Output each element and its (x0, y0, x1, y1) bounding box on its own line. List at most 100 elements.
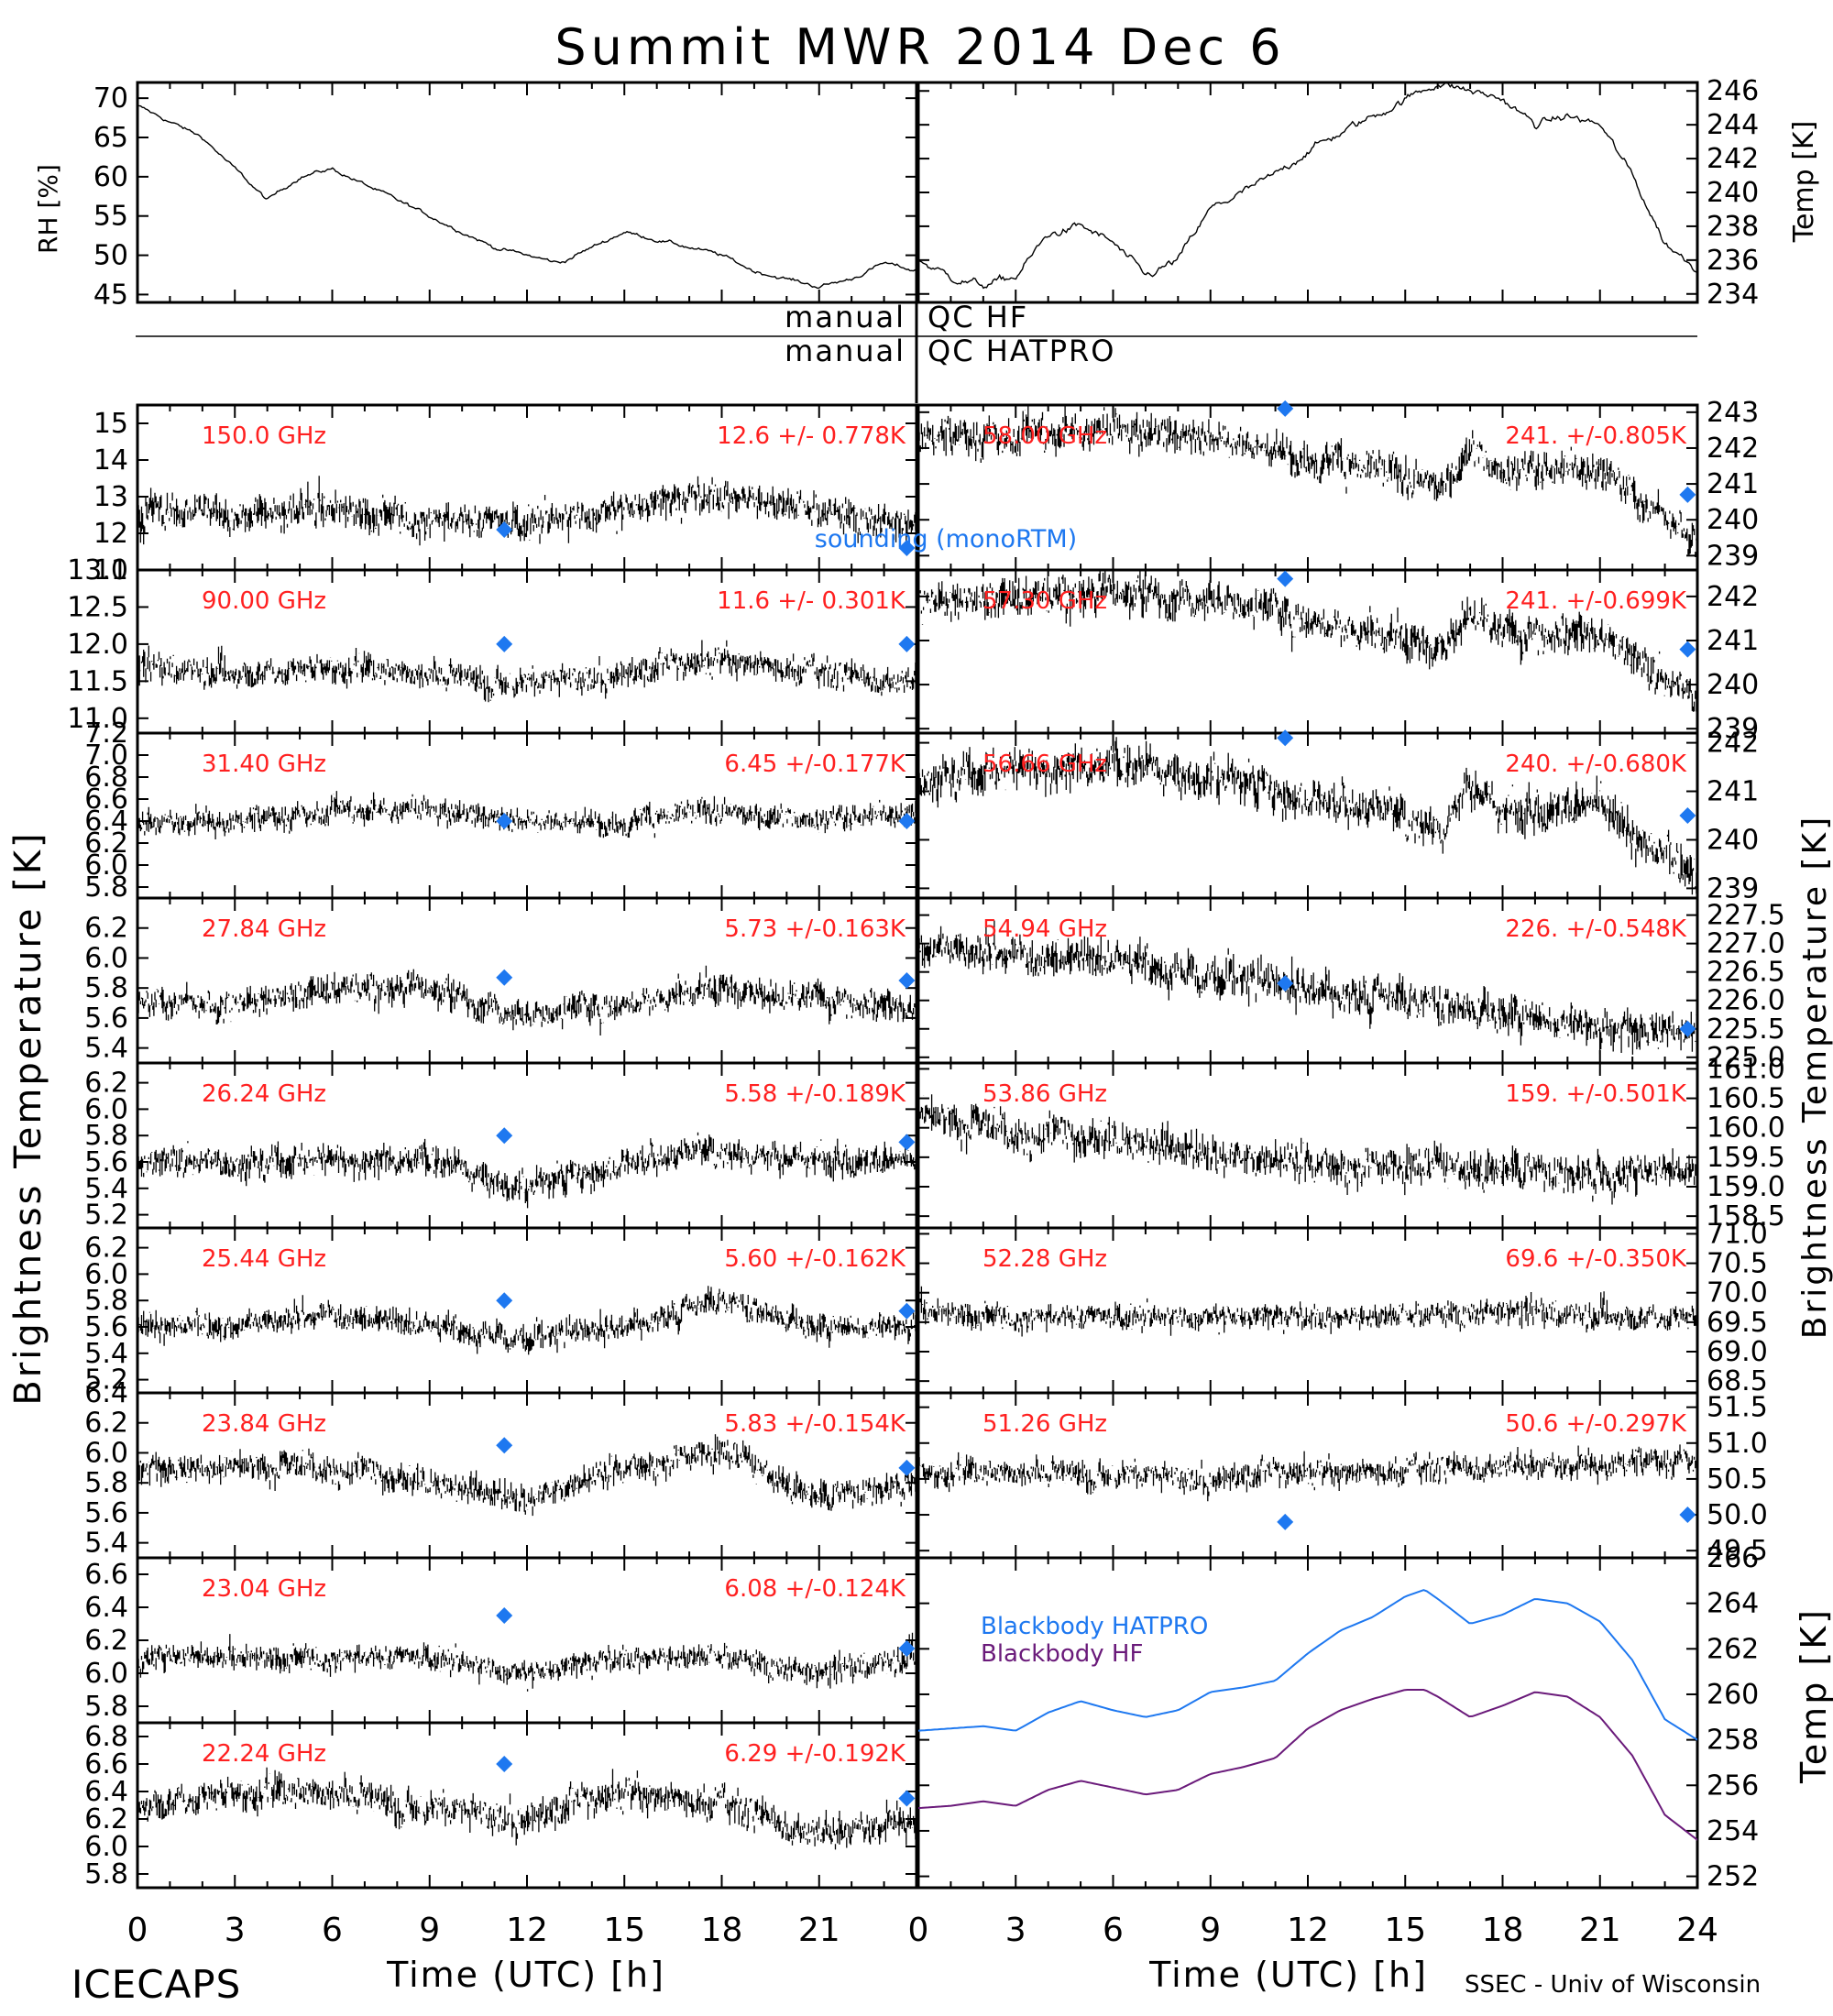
panels: 4550556065702342362382402422442461112131… (67, 75, 1785, 1892)
x-tick-label: 12 (1287, 1912, 1329, 1949)
series-tb23_8 (137, 1434, 916, 1517)
data-points (918, 920, 1697, 1055)
line-rh (137, 104, 916, 290)
x-tick-label: 6 (1103, 1912, 1124, 1949)
y-tick-label: 5.6 (84, 1146, 128, 1178)
y-tick-label: 70.5 (1707, 1248, 1768, 1280)
x-tick-label: 15 (1384, 1912, 1426, 1949)
x-tick-label: 0 (127, 1912, 148, 1949)
channel-stat: 5.73 +/-0.163K (724, 915, 906, 943)
sounding-marker (1277, 1513, 1294, 1530)
channel-stat: 159. +/-0.501K (1505, 1080, 1687, 1108)
y-tick-label: 242 (1707, 581, 1759, 613)
y-tick-label: 241 (1707, 468, 1759, 500)
channel-label: 58.00 GHz (982, 422, 1107, 450)
y-tick-label: 68.5 (1707, 1365, 1768, 1397)
sounding-marker (1277, 729, 1294, 747)
rh-panel (136, 81, 918, 304)
y-tick-label: 5.4 (84, 1338, 128, 1370)
sounding-marker (898, 1134, 916, 1151)
y-tick-label: 5.8 (84, 1858, 128, 1890)
channel-stat: 5.83 +/-0.154K (724, 1410, 906, 1438)
y-tick-label: 266 (1707, 1542, 1759, 1574)
data-points (137, 791, 916, 839)
x-tick-label: 18 (1482, 1912, 1524, 1949)
y-tick-label: 50.0 (1707, 1499, 1768, 1531)
sounding-marker (1277, 400, 1294, 417)
y-tick-label: 6.2 (84, 1068, 128, 1100)
sounding-marker (898, 635, 916, 652)
y-tick-label: 225.5 (1707, 1013, 1785, 1046)
series-rh (137, 104, 916, 290)
x-tick-label: 3 (1005, 1912, 1026, 1949)
data-points (137, 965, 916, 1035)
channel-stat: 5.58 +/-0.189K (724, 1080, 906, 1108)
y-tick-label: 241 (1707, 776, 1759, 808)
sounding-marker (898, 972, 916, 989)
y-axis-label-left: Brightness Temperature [K] (7, 830, 49, 1405)
temp-top-panel (916, 81, 1699, 304)
x-tick-labels: 0 3 6 9 12 15 18 21 0 3 6 9 12 15 18 21 24 (127, 1912, 1718, 1949)
series-tb26 (137, 1132, 916, 1209)
channel-stat: 6.45 +/-0.177K (724, 751, 906, 778)
channel-label: 26.24 GHz (202, 1080, 326, 1108)
series-tb90 (137, 640, 916, 703)
y-tick-label: 11 (93, 554, 128, 586)
y-tick-label: 240 (1707, 824, 1759, 856)
data-points (918, 1286, 1697, 1337)
data-points (137, 1767, 916, 1850)
y-tick-label: 13.0 (67, 554, 128, 586)
y-tick-label: 50.5 (1707, 1463, 1768, 1496)
series-tb51 (918, 1444, 1697, 1502)
y-tick-label: 238 (1707, 211, 1759, 243)
series-tb54 (918, 920, 1697, 1055)
y-tick-label: 5.8 (84, 1691, 128, 1723)
channel-stat: 226. +/-0.548K (1505, 915, 1687, 943)
sounding-marker (1277, 975, 1294, 992)
qc-hatpro-left: manual (785, 334, 906, 368)
channel-label: 54.94 GHz (982, 915, 1107, 943)
y-tick-label: 6.0 (84, 942, 128, 974)
y-tick-label: 240 (1707, 177, 1759, 209)
legend-hf: Blackbody HF (981, 1640, 1143, 1668)
y-tick-label: 55 (93, 201, 128, 233)
y-tick-label: 13 (93, 481, 128, 513)
y-tick-label: 5.4 (84, 1033, 128, 1065)
y-tick-label: 11.5 (67, 665, 128, 697)
footer-left: ICECAPS (71, 1962, 241, 2007)
y-tick-label: 5.8 (84, 1285, 128, 1317)
data-points (137, 476, 916, 546)
y-tick-label: 6.2 (84, 1233, 128, 1265)
y-tick-label: 226.0 (1707, 985, 1785, 1017)
y-tick-label: 6.4 (84, 1377, 128, 1409)
y-tick-label: 12.5 (67, 591, 128, 623)
series-tb23_0 (137, 1632, 916, 1692)
channel-stat: 241. +/-0.699K (1505, 587, 1687, 615)
y-tick-label: 6.2 (84, 1625, 128, 1657)
y-tick-label: 49.5 (1707, 1535, 1768, 1567)
sounding-marker (1679, 641, 1696, 658)
sounding-marker (496, 1607, 513, 1624)
sounding-marker (496, 1437, 513, 1454)
temp-top-axis-label: Temp [K] (1788, 121, 1820, 244)
y-tick-label: 6.6 (84, 1748, 128, 1780)
y-tick-label: 60 (93, 161, 128, 193)
y-tick-label: 6.0 (84, 1258, 128, 1290)
y-tick-label: 6.6 (84, 1559, 128, 1591)
channel-stat: 50.6 +/-0.297K (1505, 1410, 1687, 1438)
sounding-marker (898, 540, 916, 556)
line-blackbody-hatpro (918, 1589, 1697, 1741)
y-tick-label: 5.2 (84, 1364, 128, 1397)
y-tick-label: 6.8 (84, 761, 128, 794)
series-tb150 (137, 476, 916, 546)
series-tb56 (918, 737, 1697, 895)
channel-stat: 11.6 +/- 0.301K (717, 587, 906, 615)
series-tb27 (137, 965, 916, 1035)
qc-hf-right: QC HF (927, 300, 1028, 334)
qc-strip: manual QC HF manual QC HATPRO (136, 300, 1697, 403)
y-tick-label: 12.0 (67, 629, 128, 661)
panel-blackbody (916, 1556, 1699, 1890)
data-points (137, 1632, 916, 1692)
channel-label: 57.30 GHz (982, 587, 1107, 615)
y-tick-label: 5.8 (84, 1467, 128, 1499)
